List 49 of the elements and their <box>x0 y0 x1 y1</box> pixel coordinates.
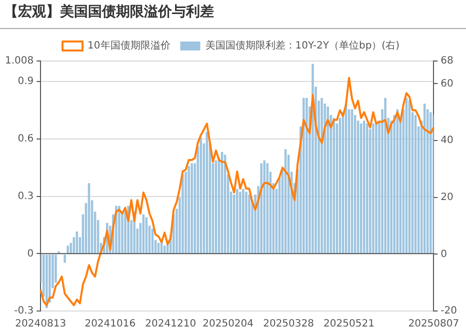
y-tick-label: 0 <box>27 248 34 260</box>
y-tick-label: -0.3 <box>14 306 34 317</box>
bar <box>266 163 269 254</box>
legend-label: 美国国债期限利差：10Y-2Y（单位bp）(右) <box>205 40 400 52</box>
y-tick-label: 1.008 <box>4 56 34 67</box>
bar <box>236 188 238 254</box>
bar <box>362 120 366 254</box>
y-tick-label: 0.6 <box>18 134 34 145</box>
bar <box>248 194 250 254</box>
x-tick-label: 20241016 <box>84 318 136 330</box>
x-tick-label: 20240813 <box>15 318 66 330</box>
bar <box>260 163 262 254</box>
bar <box>375 124 378 254</box>
x-tick-label: 20241210 <box>145 318 196 330</box>
y2-tick-label: 20 <box>440 192 454 203</box>
bar <box>64 254 66 263</box>
bar <box>306 98 308 254</box>
y2-tick-label: 0 <box>440 248 448 260</box>
x-tick-label: 20250204 <box>202 318 254 330</box>
bar <box>384 98 386 254</box>
bar <box>190 163 193 254</box>
bar <box>320 98 323 254</box>
bar <box>118 206 120 254</box>
bar <box>46 254 48 308</box>
bar <box>245 192 248 254</box>
y2-tick-label: 60 <box>440 78 454 90</box>
y2-tick-label: 40 <box>440 135 454 146</box>
bar <box>200 138 202 254</box>
bar <box>66 246 69 254</box>
y2-tick-label: -20 <box>440 306 458 317</box>
bar <box>372 124 374 254</box>
chart-title: 【宏观】美国国债期限溢价与利差 <box>4 3 214 21</box>
bar <box>188 166 190 254</box>
y-tick-label: 0.3 <box>18 190 34 202</box>
bar <box>242 188 244 254</box>
bar <box>430 112 432 254</box>
bar <box>312 64 314 254</box>
bar <box>302 98 305 254</box>
bar <box>182 174 184 254</box>
y-tick-label: 0.9 <box>18 76 34 88</box>
bar <box>263 160 266 254</box>
x-tick-label: 20250328 <box>263 318 314 330</box>
bar <box>366 124 368 254</box>
legend-label: 10年国债期限溢价 <box>88 40 170 52</box>
bar <box>326 106 329 254</box>
bar <box>239 192 242 254</box>
x-tick-label: 20250521 <box>324 318 374 330</box>
y2-tick-label: 68 <box>440 56 454 67</box>
x-tick-label: 20250807 <box>408 318 460 330</box>
